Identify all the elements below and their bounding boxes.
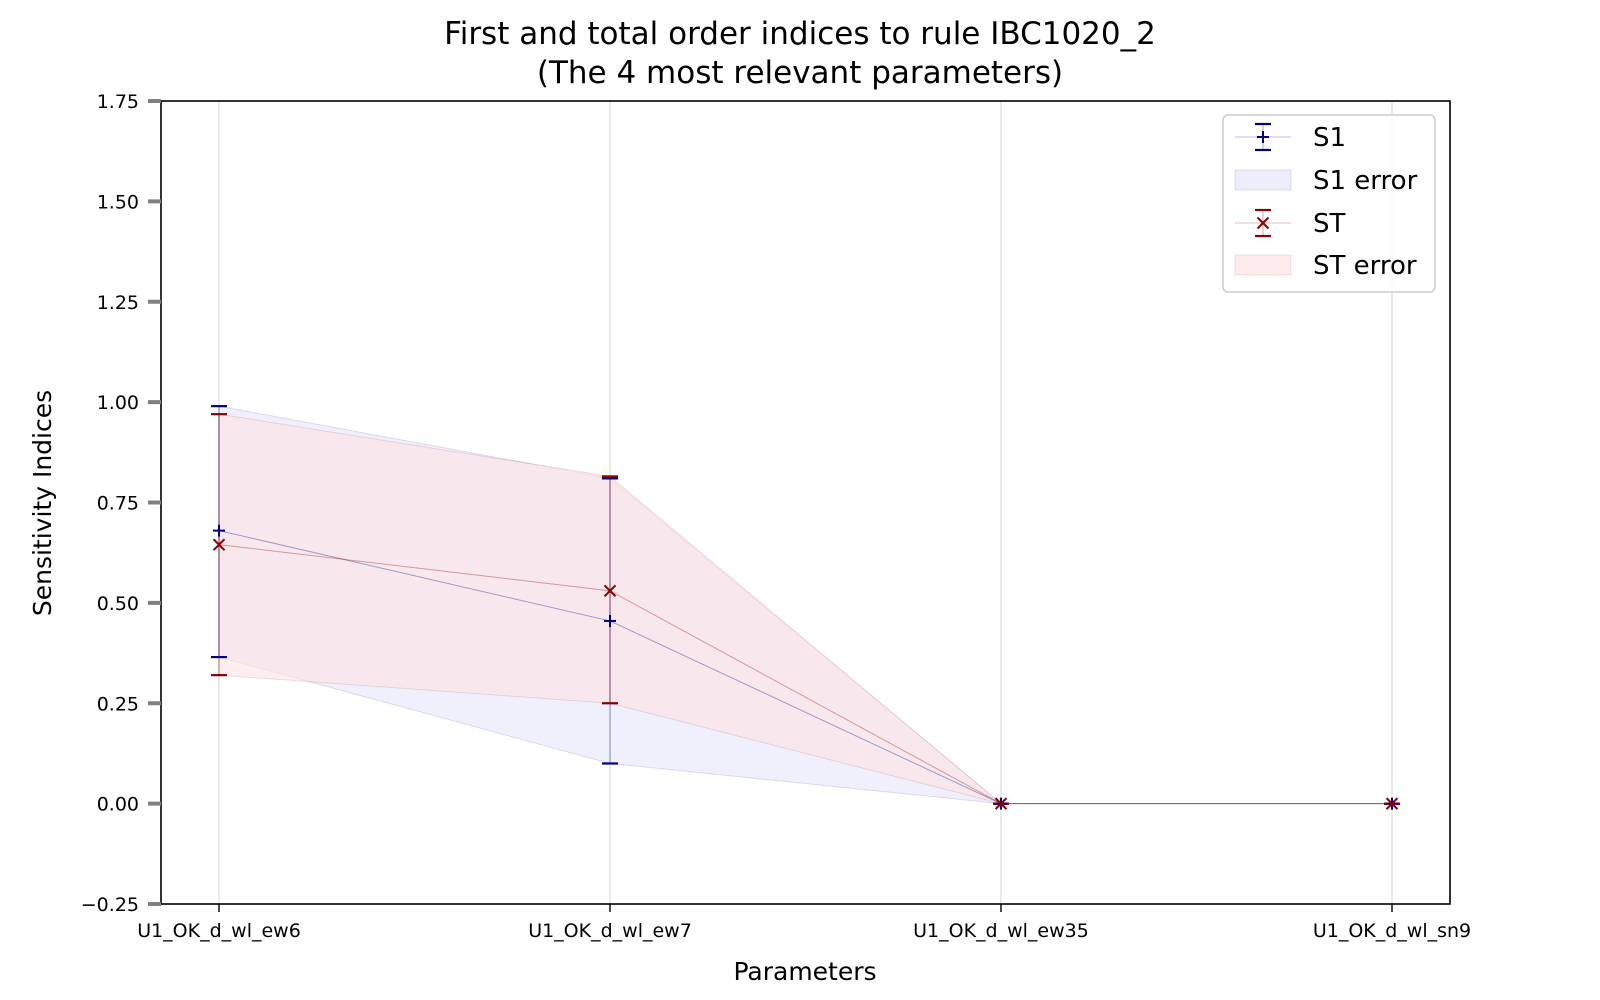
x-tick-label-0: U1_OK_d_wl_ew6 <box>137 920 301 942</box>
series-line-st <box>218 544 1392 805</box>
y-tick-label-1: 0.00 <box>97 794 139 816</box>
y-tick-label-3: 0.50 <box>97 593 139 615</box>
marker-st-1 <box>603 584 617 598</box>
y-tick-label-6: 1.25 <box>97 292 139 314</box>
marker-s1-0 <box>213 524 225 537</box>
legend-label-3: ST error <box>1313 251 1417 281</box>
y-tick-label-7: 1.50 <box>97 191 139 213</box>
y-axis-ticks: −0.25 0.00 0.25 0.50 0.75 1.00 1.25 1.50 1.75 <box>81 91 161 916</box>
x-tick-label-3: U1_OK_d_wl_sn9 <box>1313 920 1471 942</box>
y-tick-label-5: 1.00 <box>97 392 139 414</box>
y-tick-label-4: 0.75 <box>97 493 139 515</box>
legend-patch-s1 <box>1234 169 1292 191</box>
x-tick-label-1: U1_OK_d_wl_ew7 <box>528 920 692 942</box>
x-axis-ticks: U1_OK_d_wl_ew6 U1_OK_d_wl_ew7 U1_OK_d_wl_e… <box>137 904 1471 942</box>
legend-marker-s1 <box>1235 122 1291 152</box>
chart-subtitle: (The 4 most relevant parameters) <box>537 55 1063 91</box>
error-bands <box>218 405 1392 805</box>
marker-st-3 <box>1385 797 1399 810</box>
legend-marker-st <box>1235 208 1291 238</box>
marker-s1-1 <box>604 614 616 627</box>
chart-title: First and total order indices to rule IB… <box>444 16 1156 52</box>
series-lines <box>218 530 1392 805</box>
marker-st-2 <box>994 797 1008 810</box>
legend-label-0: S1 <box>1313 123 1346 153</box>
legend-patch-st <box>1234 254 1292 276</box>
data-markers <box>212 524 1399 810</box>
legend-label-1: S1 error <box>1313 166 1418 196</box>
x-tick-label-2: U1_OK_d_wl_ew35 <box>913 920 1089 942</box>
y-tick-label-2: 0.25 <box>97 693 139 715</box>
legend-label-2: ST <box>1313 209 1346 239</box>
marker-st-0 <box>212 538 226 551</box>
legend-box <box>1222 114 1436 293</box>
y-axis-label: Sensitivity Indices <box>28 390 57 616</box>
series-line-s1 <box>218 530 1392 805</box>
y-tick-label-8: 1.75 <box>97 91 139 113</box>
y-tick-label-0: −0.25 <box>81 894 139 916</box>
legend: S1 S1 error ST ST error <box>1222 114 1436 293</box>
error-band-st <box>218 413 1392 805</box>
x-axis-label: Parameters <box>733 957 876 986</box>
